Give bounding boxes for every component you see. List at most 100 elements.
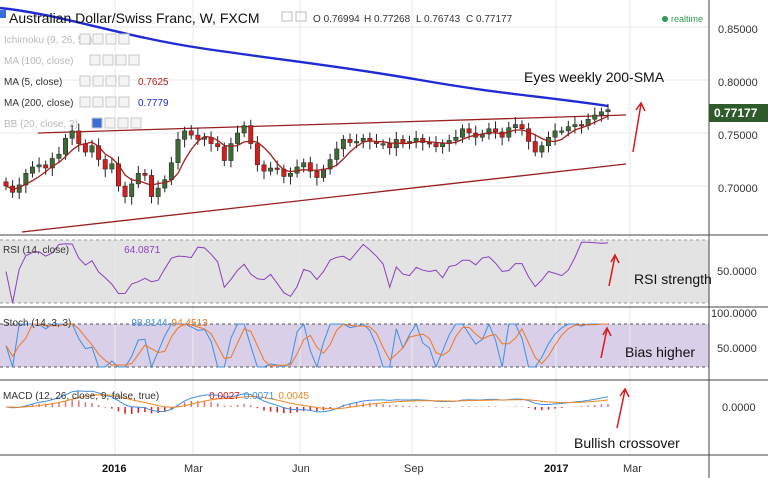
macd-legend: MACD (12, 26, close, 9, false, true) 0.00… [3, 391, 309, 402]
price-tick-0: 0.85000 [718, 24, 758, 36]
indicator-legend: Ichimoku (9, 26, 52) MA (100, close) MA (5… [4, 33, 169, 130]
candle-body [274, 167, 280, 170]
indicator-settings-icon[interactable] [89, 54, 140, 66]
stoch-tick-100: 100.0000 [711, 308, 757, 320]
macd-signal-line [5, 394, 609, 410]
candle-body [155, 187, 161, 197]
time-tick-mar: Mar [184, 463, 203, 475]
stoch-band [0, 324, 709, 367]
arrow-macd [616, 389, 626, 429]
channel-lower-line [21, 163, 627, 233]
candle-body [149, 175, 154, 197]
arrow-price [632, 103, 642, 153]
candle-body [23, 173, 29, 186]
indicator-label: MA (200, close) [4, 98, 73, 109]
candle-body [89, 145, 95, 153]
candle-body [63, 138, 68, 155]
arrow-stoch [600, 328, 608, 359]
candle-body [82, 143, 88, 153]
candle-body [261, 164, 267, 172]
candle-body [36, 164, 42, 168]
candle-body [76, 130, 82, 144]
candle-body [539, 145, 545, 153]
chart-title: Australian Dollar/Swiss Franc, W, FXCM [9, 10, 260, 26]
candle-body [43, 164, 49, 169]
realtime-dot-icon [662, 16, 668, 22]
candle-body [288, 173, 293, 177]
ohlc-low: L 0.76743 [416, 14, 461, 25]
candle-body [30, 166, 35, 174]
ohlc-high: H 0.77268 [364, 14, 411, 25]
candle-body [188, 130, 194, 136]
candle-body [254, 143, 260, 166]
candle-body [301, 162, 307, 168]
rsi-band [0, 240, 709, 303]
price-tick-3: 0.70000 [718, 183, 758, 195]
candle-body [182, 130, 188, 140]
indicator-settings-icon[interactable] [79, 33, 130, 45]
candle-body [460, 128, 465, 138]
candle-body [334, 148, 340, 160]
indicator-label: MA (100, close) [4, 56, 73, 67]
macd-tick: 0.0000 [722, 402, 756, 414]
candle-body [340, 139, 346, 150]
candle-body [195, 134, 201, 140]
candle-body [102, 159, 108, 170]
realtime-label[interactable]: realtime [671, 14, 703, 24]
candle-body [559, 130, 565, 133]
arrow-rsi [608, 255, 616, 287]
candle-body [168, 162, 174, 180]
candle-body [175, 139, 181, 163]
candle-body [354, 141, 360, 144]
indicator-value: 0.7779 [138, 98, 169, 109]
candle-body [466, 128, 472, 134]
candle-body [572, 124, 578, 127]
rsi-tick: 50.0000 [717, 266, 757, 278]
time-tick-sep: Sep [404, 463, 424, 475]
candle-body [49, 158, 55, 169]
stoch-tick-50: 50.0000 [717, 343, 757, 355]
candle-body [519, 124, 525, 130]
price-tick-2: 0.75000 [718, 130, 758, 142]
candle-body [493, 128, 498, 133]
candle-body [605, 109, 611, 113]
candle-body [367, 138, 373, 142]
candle-body [307, 162, 313, 172]
indicator-label: BB (20, close, 2) [4, 119, 78, 130]
candle-body [526, 128, 532, 142]
candle-body [387, 143, 393, 149]
candle-body [512, 124, 518, 128]
candle-body [241, 125, 247, 134]
candle-body [109, 163, 115, 170]
time-tick-mar-2017: Mar [623, 463, 642, 475]
indicator-label: MA (5, close) [4, 77, 62, 88]
candle-body [360, 138, 366, 142]
stoch-legend: Stoch (14, 3, 3) 98.8144 94.4513 [3, 318, 208, 329]
current-price-label: 0.77177 [714, 106, 758, 120]
time-tick-2016: 2016 [102, 463, 126, 475]
candle-body [565, 126, 571, 132]
indicator-settings-icon[interactable] [79, 96, 130, 108]
candle-body [235, 132, 240, 144]
candle-body [314, 170, 320, 178]
candle-body [592, 114, 598, 120]
candle-body [486, 128, 492, 135]
indicator-settings-icon[interactable] [91, 117, 142, 129]
candle-body [122, 185, 128, 197]
candle-body [440, 143, 446, 148]
candle-body [433, 143, 439, 148]
candle-body [499, 131, 505, 138]
candle-body [532, 141, 538, 153]
time-tick-2017: 2017 [544, 463, 568, 475]
candle-body [3, 181, 9, 187]
header-icons[interactable] [281, 11, 307, 22]
candle-body [268, 167, 274, 172]
current-price-badge [709, 104, 768, 122]
sma200-line [0, 6, 609, 108]
candle-body [56, 153, 62, 159]
ohlc-open: O 0.76994 [313, 14, 360, 25]
indicator-settings-icon[interactable] [79, 75, 130, 87]
stoch-d-line [5, 323, 608, 367]
candle-body [380, 143, 386, 146]
